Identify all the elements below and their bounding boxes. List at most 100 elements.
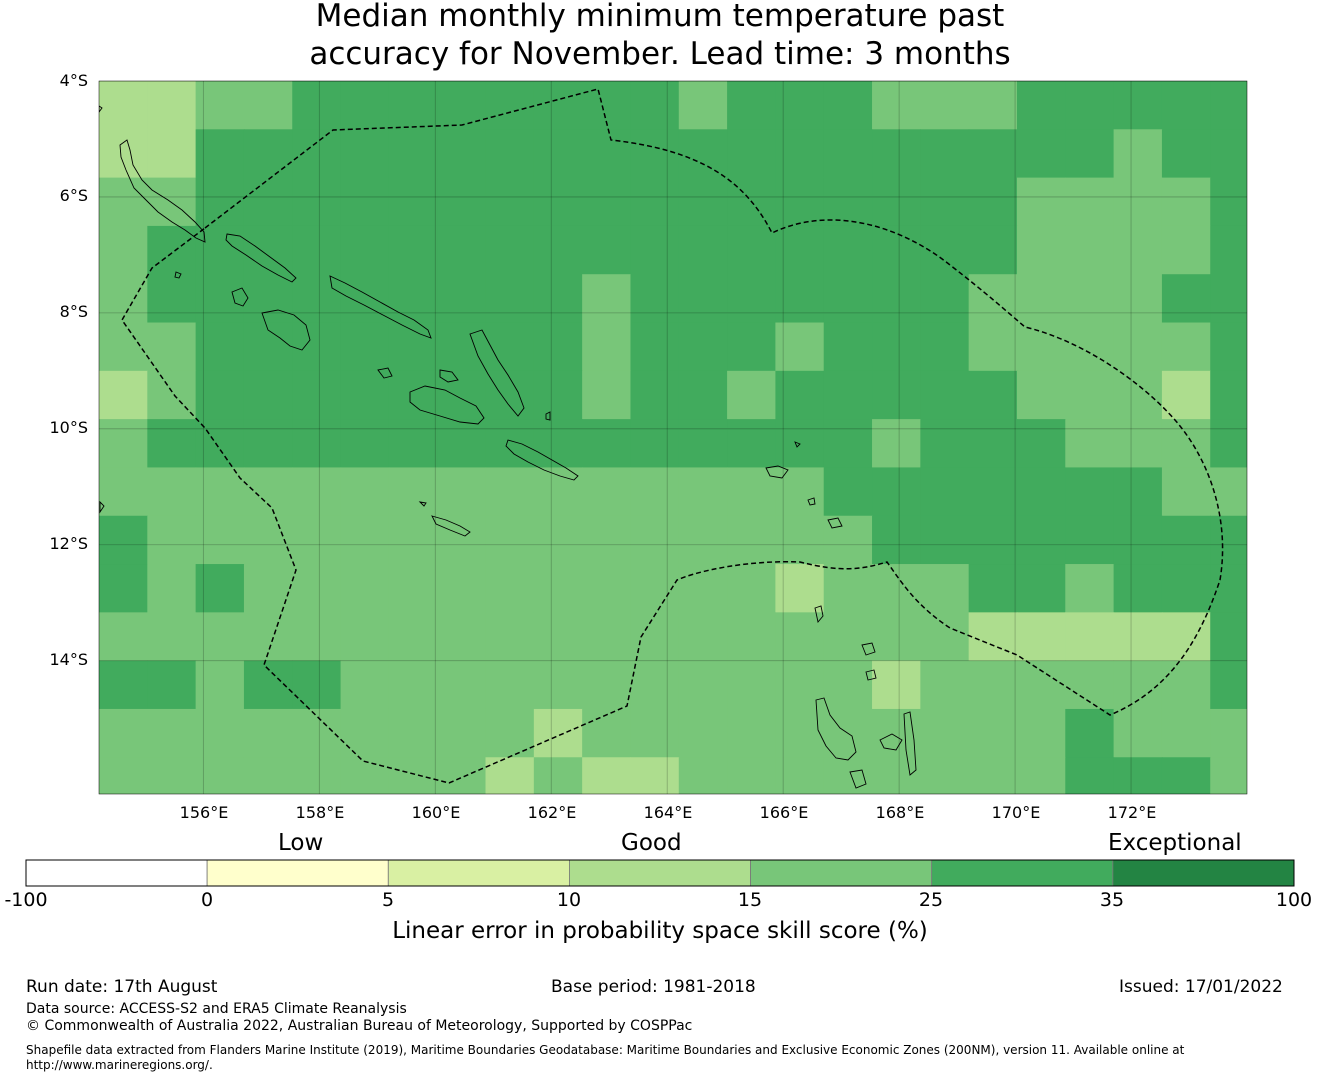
grid-cell (388, 419, 438, 469)
grid-cell (775, 660, 825, 710)
grid-cell (872, 419, 921, 469)
grid-cell (437, 708, 487, 758)
grid-cell (1259, 178, 1308, 227)
grid-cell (147, 419, 197, 469)
grid-cell (533, 660, 583, 710)
grid-cell (388, 708, 438, 758)
grid-cell (1161, 129, 1211, 179)
grid-cell (1065, 950, 1114, 999)
grid-cell (147, 177, 197, 227)
grid-cell (872, 467, 921, 517)
grid-cell (1161, 564, 1211, 613)
grid-cell (1016, 322, 1066, 372)
grid-cell (727, 81, 777, 130)
grid-cell (1307, 999, 1320, 1048)
grid-cell (1065, 612, 1115, 662)
grid-cell (582, 515, 632, 565)
category-label-exceptional: Exceptional (1108, 830, 1242, 856)
grid-cell (920, 660, 970, 710)
grid-cell (340, 370, 390, 420)
grid-cell (1016, 660, 1066, 710)
grid-cell (968, 515, 1018, 565)
grid-cell (1016, 419, 1066, 469)
grid-cell (678, 177, 728, 227)
grid-cell (1210, 757, 1247, 794)
grid-cell (340, 564, 390, 613)
grid-cell (1307, 467, 1320, 516)
grid-cell (292, 225, 342, 275)
grid-cell (872, 81, 921, 130)
grid-cell (1307, 709, 1320, 758)
lon-label: 164°E (643, 803, 693, 822)
grid-cell (582, 370, 632, 420)
torres-islands (814, 605, 824, 623)
grid-cell (823, 274, 873, 324)
grid-cell (340, 419, 390, 469)
colorbar-tick-label: 15 (737, 889, 763, 911)
grid-cell (1307, 178, 1320, 227)
grid-cell (678, 564, 728, 613)
grid-cell (388, 515, 438, 565)
grid-cell (340, 708, 390, 758)
grid-cell (1065, 225, 1115, 275)
grid-cell (1016, 129, 1066, 179)
grid-cell (872, 322, 921, 372)
grid-cell (678, 757, 728, 794)
grid-cell (1259, 516, 1308, 565)
grid-cell (823, 225, 873, 275)
grid-cell (920, 225, 970, 275)
grid-cell (1307, 129, 1320, 178)
grid-cell (1161, 419, 1211, 469)
grid-cell (1065, 274, 1115, 324)
grid-cell (1307, 274, 1320, 323)
grid-cell (630, 81, 680, 130)
grid-cell (388, 322, 438, 372)
colorbar-tick-label: 35 (1099, 889, 1125, 911)
grid-cell (920, 515, 970, 565)
grid-cell (920, 999, 969, 1048)
grid-cell (872, 274, 921, 324)
lon-label: 162°E (527, 803, 577, 822)
grid-cell (1307, 661, 1320, 710)
colorbar-frame (25, 859, 1295, 887)
grid-cell (437, 660, 487, 710)
grid-cell (388, 564, 438, 613)
grid-cell (485, 515, 535, 565)
grid-cell (678, 225, 728, 275)
grid-cell (1161, 322, 1211, 372)
grid-cell (1259, 81, 1308, 130)
colorbar-bin (1112, 859, 1295, 887)
grid-cell (968, 370, 1018, 420)
grid-cell (920, 757, 970, 794)
grid-cell (195, 81, 245, 130)
grid-cell (292, 564, 342, 613)
grid-cell (195, 129, 245, 179)
grid-cell (388, 370, 438, 420)
grid-cell (872, 612, 921, 662)
grid-cell (823, 564, 873, 613)
grid-cell (389, 950, 438, 999)
grid-cell (872, 564, 921, 613)
grid-cell (823, 660, 873, 710)
grid-cell (99, 806, 148, 855)
lon-label: 166°E (759, 803, 809, 822)
colorbar-bin (387, 859, 570, 887)
small-islet-2 (99, 500, 105, 514)
grid-cell (872, 177, 921, 227)
grid-cell (582, 274, 632, 324)
grid-cell (147, 225, 197, 275)
grid-cell (968, 81, 1018, 130)
grid-cell (1210, 274, 1247, 324)
grid-cell (1016, 757, 1066, 794)
grid-cell (920, 564, 970, 613)
grid-cell (437, 322, 487, 372)
grid-cell (1307, 323, 1320, 372)
grid-cell (485, 322, 535, 372)
grid-cell (823, 467, 873, 517)
data-source: Data source: ACCESS-S2 and ERA5 Climate … (26, 1001, 407, 1017)
lon-label: 172°E (1107, 803, 1157, 822)
grid-cell (920, 322, 970, 372)
florida-islands (439, 369, 459, 383)
grid-cell (1113, 612, 1163, 662)
grid-cell (630, 322, 680, 372)
